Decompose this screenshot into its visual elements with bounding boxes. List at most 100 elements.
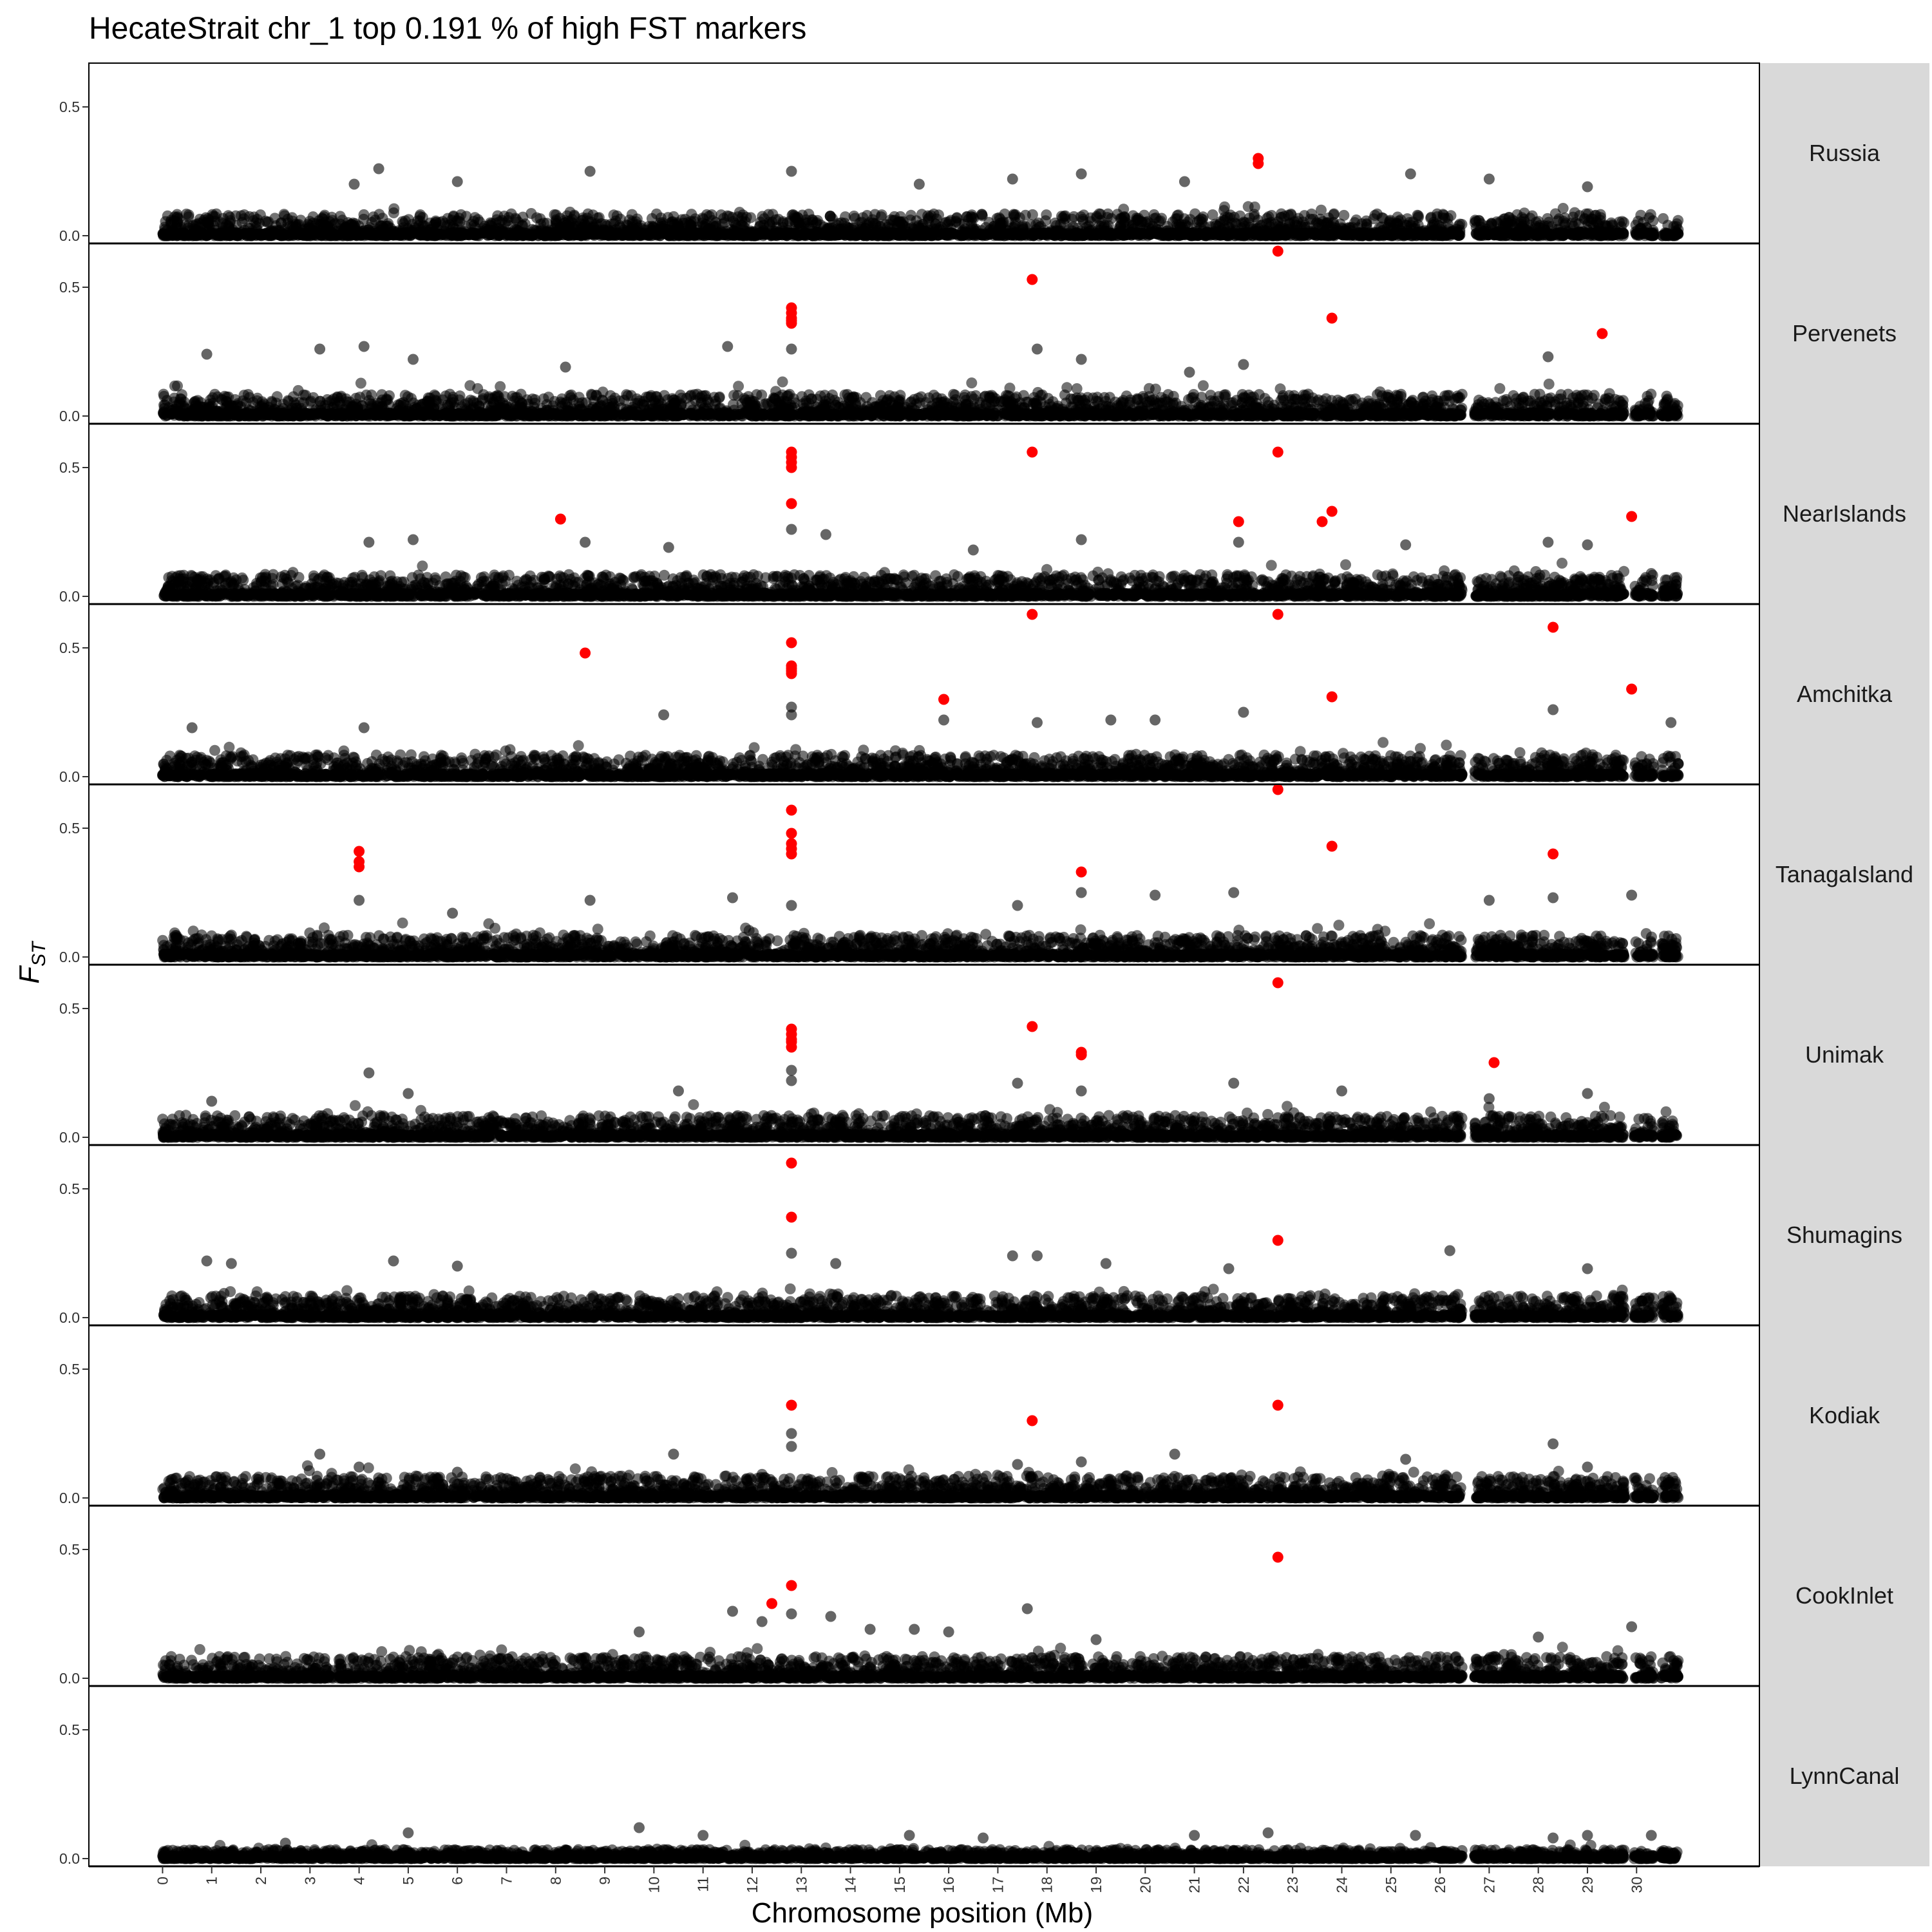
marker-point xyxy=(1143,227,1155,239)
marker-point xyxy=(439,218,451,229)
marker-point xyxy=(493,229,505,241)
marker-point xyxy=(1512,229,1524,241)
marker-point xyxy=(966,377,978,389)
marker-point xyxy=(1390,229,1401,240)
marker-point xyxy=(793,218,805,229)
marker-point xyxy=(1555,229,1566,240)
marker-point xyxy=(223,210,234,222)
marker-point xyxy=(469,229,481,241)
marker-point xyxy=(1363,230,1375,242)
marker-point xyxy=(183,209,194,221)
marker-point xyxy=(1557,203,1569,214)
marker-point xyxy=(976,229,987,240)
marker-point xyxy=(183,220,194,231)
marker-point xyxy=(799,229,810,241)
marker-point xyxy=(1028,228,1039,240)
marker-point xyxy=(1633,216,1644,227)
marker-point xyxy=(1078,209,1090,221)
facet-strip xyxy=(1759,63,1929,243)
marker-point xyxy=(1549,208,1561,220)
marker-point xyxy=(1400,229,1412,241)
marker-point xyxy=(1071,383,1083,394)
marker-point xyxy=(933,209,944,221)
marker-point xyxy=(993,212,1005,223)
peak-point xyxy=(1405,168,1416,180)
marker-point xyxy=(191,229,203,240)
marker-point xyxy=(1486,218,1497,229)
marker-point xyxy=(1009,211,1021,223)
marker-point xyxy=(326,211,337,223)
marker-point xyxy=(282,213,294,225)
marker-point xyxy=(1515,216,1527,227)
marker-point xyxy=(966,213,978,225)
marker-point xyxy=(1570,229,1582,240)
marker-point xyxy=(1579,228,1591,240)
marker-point xyxy=(417,212,428,223)
marker-point xyxy=(1202,227,1213,238)
marker-point xyxy=(478,227,490,238)
marker-point xyxy=(1595,230,1606,242)
marker-point xyxy=(1308,227,1320,238)
peak-point xyxy=(913,178,925,190)
marker-point xyxy=(1171,210,1183,222)
marker-point xyxy=(1585,216,1596,228)
marker-point xyxy=(1613,216,1625,228)
peak-point xyxy=(1179,176,1190,187)
marker-point xyxy=(1134,228,1146,240)
marker-point xyxy=(1422,227,1434,239)
marker-point xyxy=(1119,229,1131,241)
marker-point xyxy=(1065,229,1076,240)
marker-point xyxy=(1197,380,1209,392)
marker-point xyxy=(1475,229,1486,240)
marker-point xyxy=(292,219,303,231)
marker-point xyxy=(346,229,358,240)
facet-strip-label: Russia xyxy=(1809,140,1880,166)
marker-point xyxy=(1255,220,1266,231)
marker-point xyxy=(593,212,605,223)
marker-point xyxy=(1236,228,1247,240)
peak-point xyxy=(451,176,463,187)
marker-point xyxy=(1119,212,1131,223)
marker-point xyxy=(1670,228,1681,240)
marker-point xyxy=(880,219,891,231)
marker-point xyxy=(1012,229,1024,241)
marker-point xyxy=(261,216,273,228)
marker-point xyxy=(1052,227,1063,239)
marker-point xyxy=(1381,228,1393,240)
marker-point xyxy=(658,228,670,240)
marker-point xyxy=(1482,229,1494,240)
marker-point xyxy=(1095,209,1106,220)
marker-point xyxy=(238,213,250,225)
marker-point xyxy=(1328,208,1340,220)
marker-point xyxy=(824,211,836,222)
marker-point xyxy=(224,230,236,242)
marker-point xyxy=(596,227,607,239)
marker-point xyxy=(509,229,520,240)
marker-point xyxy=(1329,228,1341,240)
marker-point xyxy=(1412,209,1423,221)
marker-point xyxy=(772,227,784,239)
marker-point xyxy=(1266,229,1277,240)
marker-point xyxy=(1192,216,1203,227)
marker-point xyxy=(891,218,902,229)
marker-point xyxy=(167,230,178,242)
peak-point xyxy=(348,178,360,190)
marker-point xyxy=(355,377,366,389)
marker-point xyxy=(976,209,988,220)
marker-point xyxy=(399,215,411,227)
marker-point xyxy=(1151,227,1163,239)
marker-point xyxy=(579,218,591,230)
marker-point xyxy=(1361,219,1372,231)
panel-points xyxy=(158,245,1683,422)
marker-point xyxy=(325,228,337,240)
marker-point xyxy=(706,229,717,241)
marker-point xyxy=(717,218,728,230)
marker-point xyxy=(1299,230,1310,242)
marker-point xyxy=(578,227,589,238)
marker-point xyxy=(1218,205,1229,216)
marker-point xyxy=(1242,201,1254,213)
marker-point xyxy=(1529,388,1540,400)
marker-point xyxy=(1618,227,1629,239)
